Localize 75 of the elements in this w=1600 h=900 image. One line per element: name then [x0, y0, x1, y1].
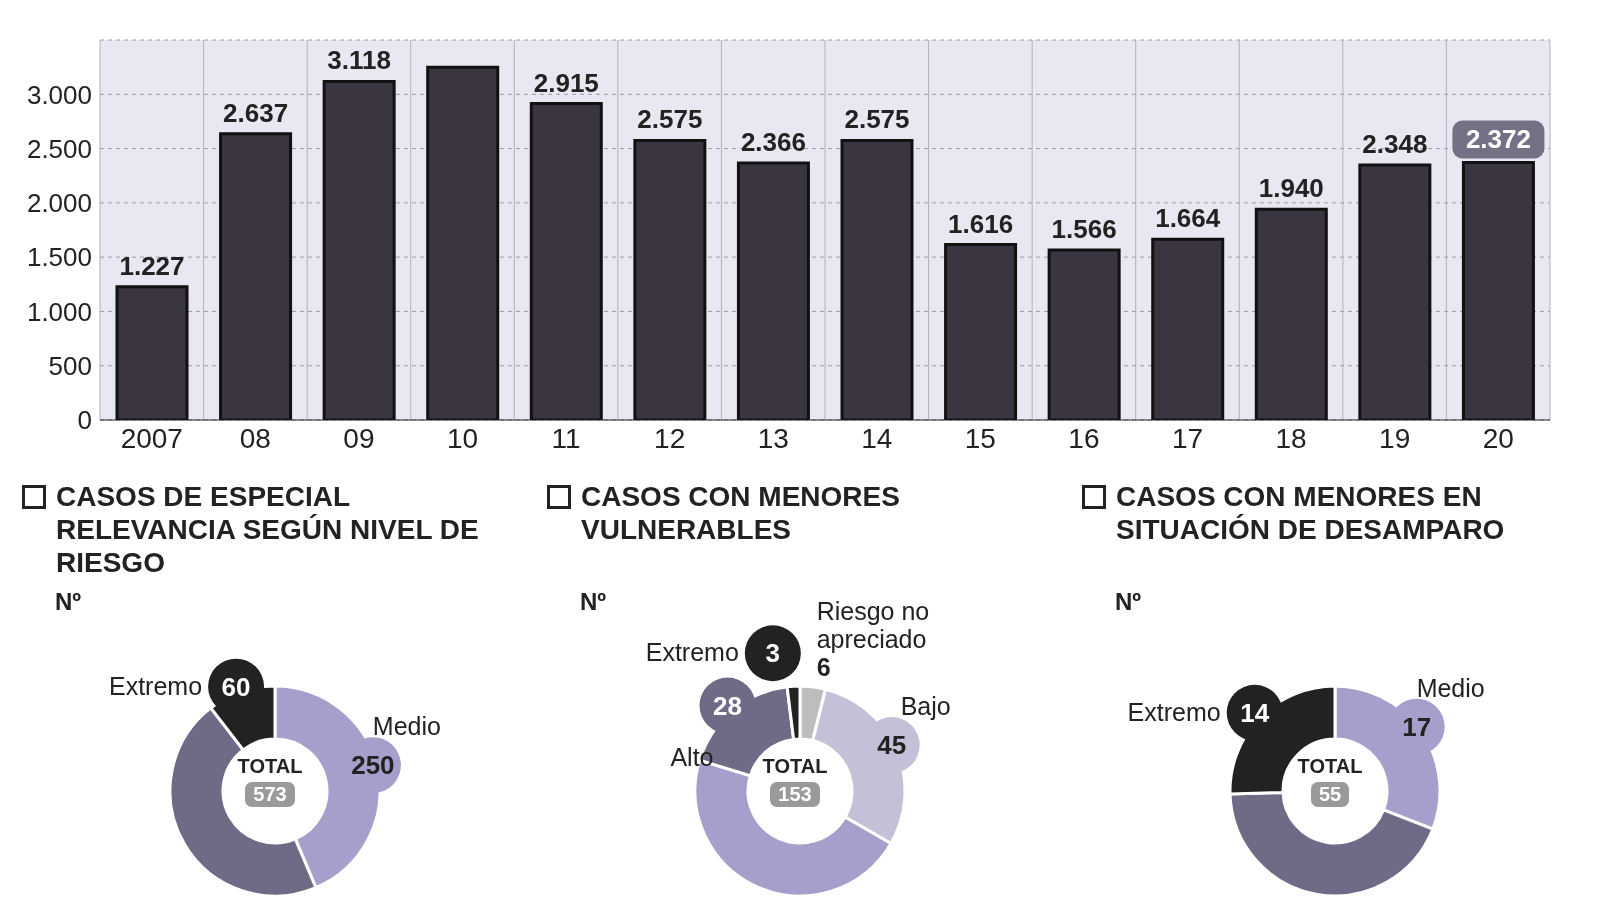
- data-label: 3.118: [327, 45, 391, 76]
- bar: [633, 138, 707, 420]
- bar: [840, 138, 914, 420]
- slice-label: Riesgo no apreciado: [816, 596, 930, 653]
- chart-subtitle: Nº: [1115, 588, 1142, 616]
- slice-label: Alto: [670, 742, 714, 771]
- data-label: 250: [351, 750, 395, 781]
- data-label: 2.348: [1362, 129, 1428, 160]
- bar: [944, 243, 1018, 420]
- bar: [736, 161, 810, 420]
- text: TOTAL: [236, 754, 304, 778]
- x-tick-label: 08: [239, 422, 271, 454]
- slice-label: Bajo: [900, 692, 951, 721]
- data-label: 2.366: [740, 127, 806, 158]
- y-tick-label: 0: [77, 405, 92, 436]
- text: 153: [770, 782, 820, 807]
- data-label: 2.637: [223, 97, 289, 128]
- data-label: 1.616: [948, 208, 1014, 239]
- x-tick-label: 09: [343, 422, 375, 454]
- data-label: 1.664: [1155, 203, 1221, 234]
- data-label: 3: [765, 638, 781, 669]
- data-label: 2.372: [1465, 124, 1531, 155]
- data-label: 14: [1240, 697, 1270, 728]
- chart-subtitle: Nº: [580, 588, 607, 616]
- x-tick-label: 15: [964, 422, 996, 454]
- legend-label: Extremo: [1127, 697, 1221, 726]
- data-label: 2.575: [637, 104, 703, 135]
- data-label: 1.227: [119, 250, 185, 281]
- y-tick-label: 3.000: [26, 79, 92, 110]
- chart-title: CASOS CON MENORES EN SITUACIÓN DE DESAMPARO: [1116, 480, 1506, 546]
- x-tick-label: 12: [654, 422, 686, 454]
- data-label: 2.915: [533, 67, 599, 98]
- text: TOTAL: [1296, 754, 1364, 778]
- text: TOTAL: [761, 754, 829, 778]
- bar: [1151, 237, 1225, 420]
- y-tick-label: 1.000: [26, 296, 92, 327]
- y-tick-label: 1.500: [26, 242, 92, 273]
- data-label: 60: [221, 671, 251, 702]
- y-tick-label: 500: [48, 350, 92, 381]
- data-label: 28: [713, 690, 742, 721]
- legend-label: Extremo: [645, 638, 739, 667]
- data-label: 6: [816, 652, 831, 681]
- x-tick-label: 11: [551, 422, 581, 454]
- x-tick-label: 2007: [120, 422, 183, 454]
- x-tick-label: 16: [1068, 422, 1100, 454]
- data-label: 1.566: [1051, 213, 1117, 244]
- chart-subtitle: Nº: [55, 588, 82, 616]
- bar: [1358, 163, 1432, 420]
- bar: [1254, 207, 1328, 420]
- legend-label: Extremo: [108, 671, 203, 700]
- text: 55: [1310, 782, 1350, 807]
- data-label: 2.575: [844, 104, 910, 135]
- x-tick-label: 19: [1379, 422, 1411, 454]
- slice-label: Medio: [1416, 673, 1485, 702]
- x-tick-label: 13: [757, 422, 789, 454]
- data-label: 45: [877, 730, 907, 761]
- chart-title: CASOS DE ESPECIAL RELEVANCIA SEGÚN NIVEL DE RIESGO: [56, 480, 480, 579]
- x-tick-label: 10: [446, 422, 479, 454]
- bar: [426, 65, 500, 420]
- text: 573: [245, 782, 295, 807]
- x-tick-label: 20: [1482, 422, 1514, 454]
- y-tick-label: 2.500: [26, 133, 92, 164]
- bar: [322, 79, 396, 420]
- bar: [219, 132, 293, 420]
- x-tick-label: 17: [1171, 422, 1204, 454]
- bar: [115, 285, 189, 420]
- chart-title: CASOS CON MENORES VULNERABLES: [581, 480, 901, 546]
- data-label: 1.940: [1258, 173, 1324, 204]
- x-tick-label: 18: [1275, 422, 1307, 454]
- y-tick-label: 2.000: [26, 188, 92, 219]
- data-label: 17: [1402, 711, 1432, 742]
- bar: [1047, 248, 1121, 420]
- slice-label: Medio: [372, 712, 441, 741]
- bar: [529, 102, 603, 420]
- x-tick-label: 14: [861, 422, 893, 454]
